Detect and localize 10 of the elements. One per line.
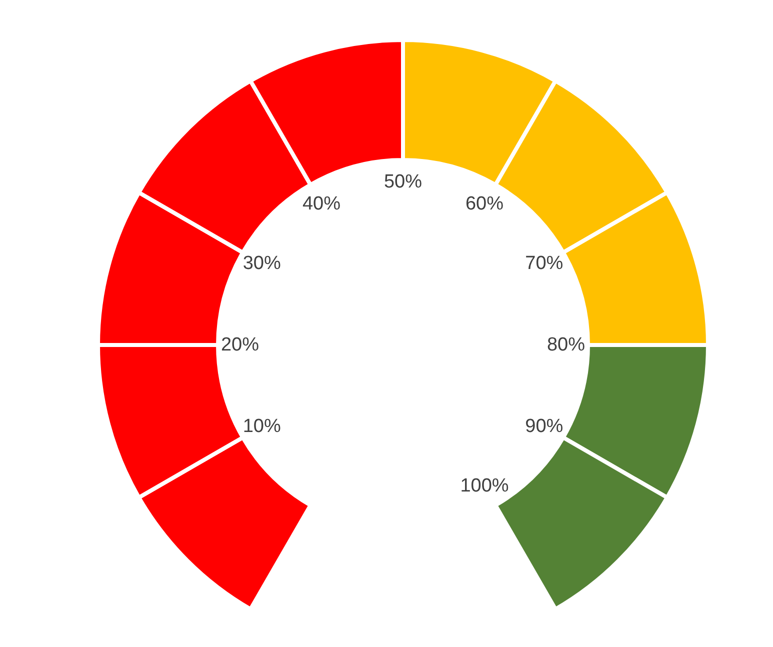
text: 40% — [302, 193, 341, 214]
text: 50% — [384, 172, 422, 192]
text: 60% — [465, 193, 504, 214]
text: 10% — [242, 416, 281, 437]
text: 80% — [546, 334, 586, 356]
text: 20% — [220, 334, 260, 356]
text: 30% — [242, 253, 281, 274]
text: 90% — [525, 416, 564, 437]
text: 100% — [460, 476, 509, 497]
text: 70% — [525, 253, 564, 274]
